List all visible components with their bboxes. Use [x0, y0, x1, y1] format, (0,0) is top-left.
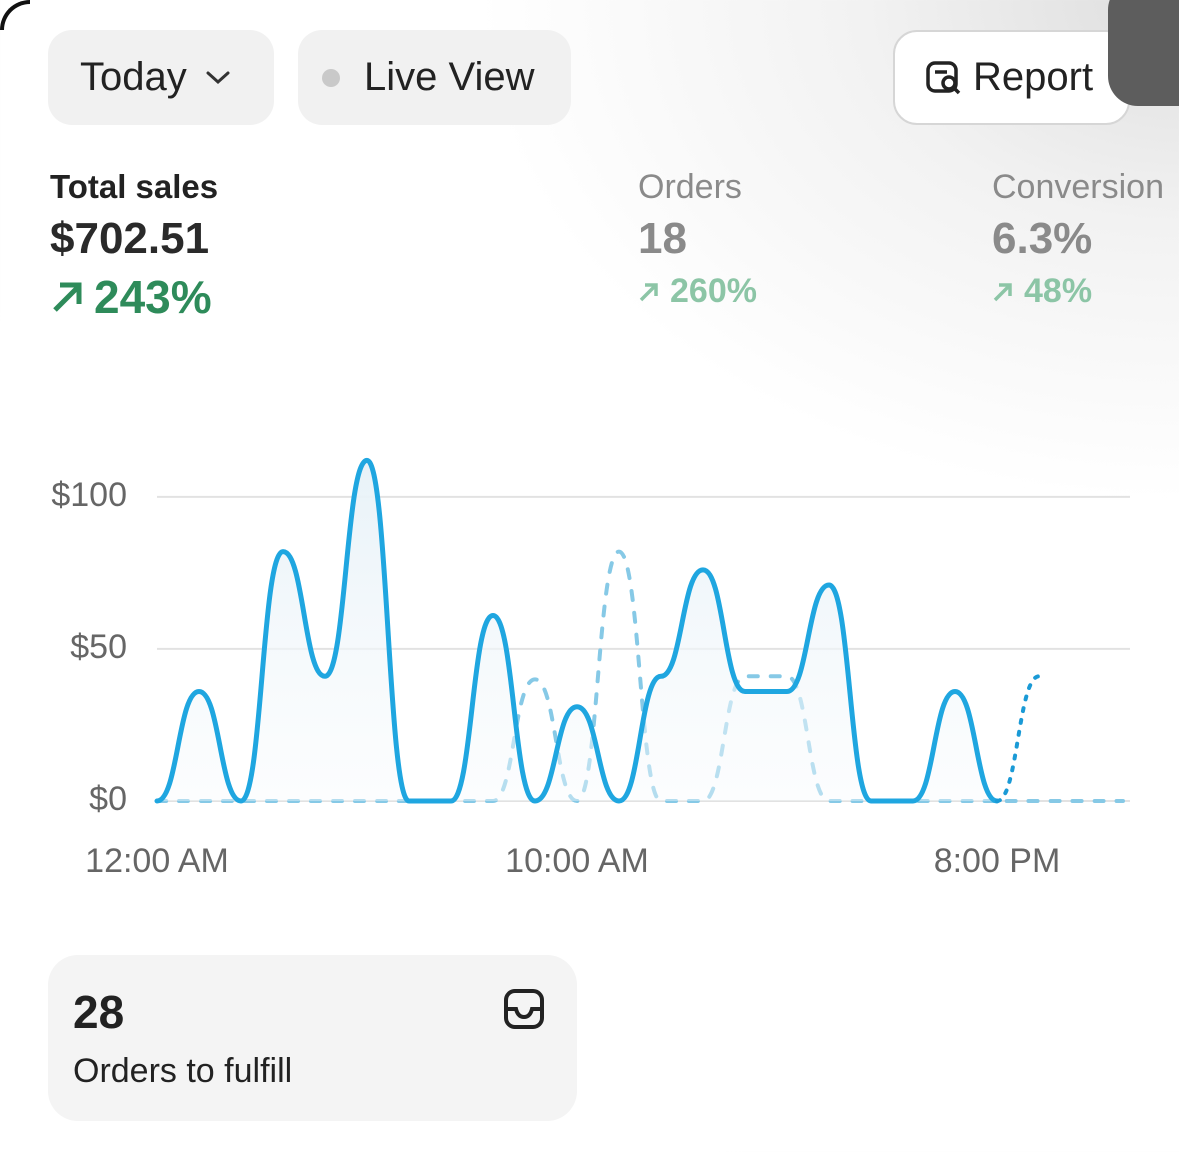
sales-chart: $0 $50 $100 12:00 AM 10:00 AM 8:00 PM: [51, 457, 1130, 880]
y-tick-label: $50: [70, 628, 127, 666]
metric-change: 48%: [992, 272, 1092, 311]
inbox-icon: [504, 989, 544, 1029]
change-value: 260%: [670, 272, 757, 310]
screen-corner: [0, 0, 30, 30]
date-button[interactable]: Today: [48, 30, 274, 125]
metric-change: 243%: [50, 270, 212, 324]
metric-value: 18: [638, 214, 687, 263]
up-arrow: [53, 282, 82, 312]
up-arrow: [639, 282, 658, 301]
x-tick-label: 10:00 AM: [505, 842, 649, 880]
fulfill-label: Orders to fulfill: [73, 1052, 293, 1090]
live-label: Live View: [364, 55, 535, 99]
change-value: 48%: [1024, 272, 1093, 310]
y-tick-label: $0: [89, 780, 127, 818]
metric-change: 260%: [638, 272, 757, 311]
line-solid: [154, 457, 1000, 804]
x-tick-label: 8:00 PM: [934, 842, 1061, 880]
date-label: Today: [80, 55, 187, 99]
report-icon: [926, 60, 961, 94]
device-edge: [1108, 0, 1179, 106]
report-button[interactable]: Report: [893, 30, 1130, 125]
status-dot: [322, 68, 340, 87]
line-dotted: [995, 674, 1041, 803]
area: [157, 460, 997, 802]
metric-label[interactable]: Orders: [638, 168, 742, 206]
metric-label[interactable]: Total sales: [50, 168, 219, 205]
fulfill-card[interactable]: 28 Orders to fulfill: [48, 955, 577, 1121]
live-view-button[interactable]: Live View: [298, 30, 571, 125]
change-value: 243%: [94, 271, 212, 323]
metric-label[interactable]: Conversion: [992, 168, 1164, 206]
up-arrow: [993, 282, 1012, 301]
fulfill-count: 28: [73, 986, 125, 1038]
report-label: Report: [973, 55, 1094, 99]
x-tick-label: 12:00 AM: [85, 842, 229, 880]
metric-value: 6.3%: [992, 214, 1093, 263]
y-tick-label: $100: [51, 476, 127, 514]
metric-value: $702.51: [50, 214, 210, 263]
chevron-icon: [206, 71, 230, 84]
